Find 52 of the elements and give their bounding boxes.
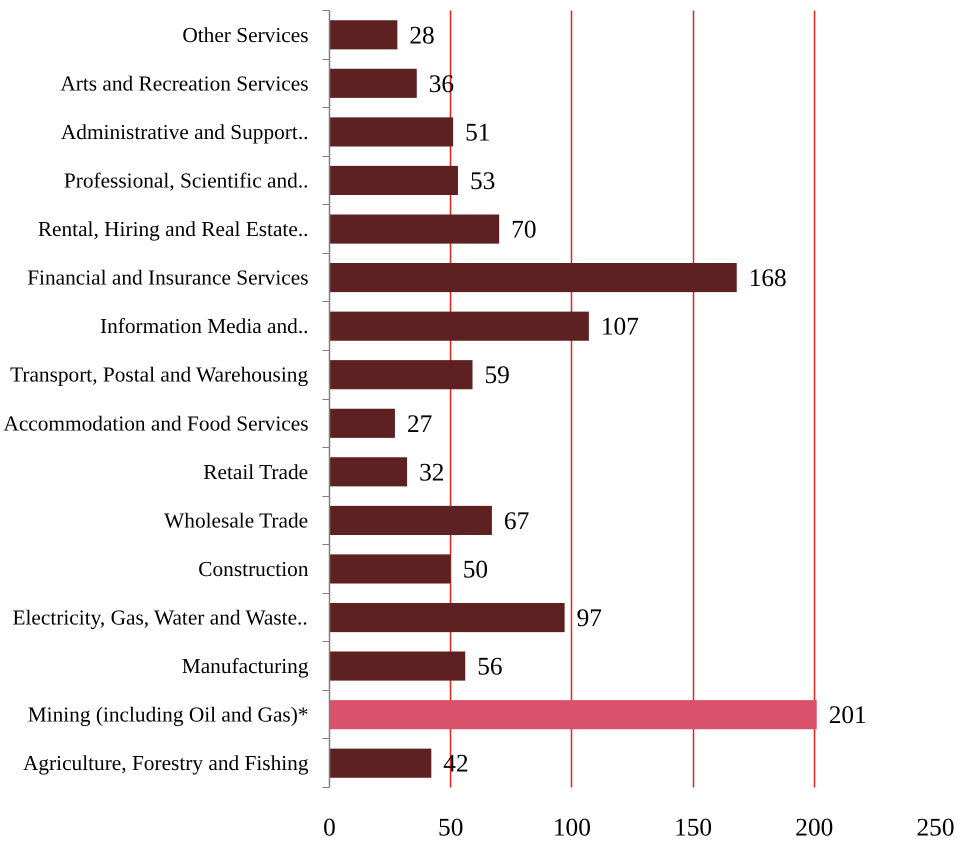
x-tick-label: 50	[438, 814, 464, 842]
data-label: 28	[409, 21, 435, 50]
data-label: 56	[477, 652, 503, 681]
data-label: 27	[406, 410, 432, 438]
y-tick-label: Arts and Recreation Services	[60, 71, 309, 96]
y-tick-label: Wholesale Trade	[164, 508, 308, 532]
bar	[330, 263, 737, 292]
bar	[330, 68, 417, 98]
data-label: 70	[511, 216, 537, 244]
bar	[330, 117, 454, 146]
bar	[330, 457, 408, 486]
y-tick-label: Rental, Hiring and Real Estate..	[38, 217, 309, 242]
y-tick-label: Agriculture, Forestry and Fishing	[22, 751, 309, 776]
data-label: 67	[504, 506, 530, 535]
y-tick-label: Manufacturing	[182, 654, 309, 678]
bar	[330, 700, 817, 730]
bar	[330, 360, 473, 390]
y-tick-label: Mining (including Oil and Gas)*	[28, 702, 309, 727]
y-tick-label: Transport, Postal and Warehousing	[10, 362, 308, 387]
bar	[330, 506, 492, 535]
data-label: 50	[462, 555, 488, 584]
data-label: 201	[828, 701, 867, 730]
x-tick-label: 100	[552, 814, 591, 842]
y-tick-label: Financial and Insurance Services	[27, 266, 309, 290]
x-tick-label: 150	[674, 814, 712, 842]
y-tick-label: Retail Trade	[203, 460, 308, 484]
data-label: 32	[419, 458, 444, 486]
bar	[330, 602, 565, 632]
bar	[330, 408, 395, 438]
x-tick-label: 250	[916, 814, 955, 842]
bar	[330, 554, 451, 584]
y-tick-label: Other Services	[182, 22, 309, 47]
bar	[330, 214, 500, 244]
data-label: 107	[600, 312, 639, 341]
bar	[330, 652, 466, 681]
y-tick-label: Electricity, Gas, Water and Waste..	[12, 606, 308, 630]
bar	[330, 748, 432, 778]
y-tick-label: Accommodation and Food Services	[3, 411, 309, 436]
data-label: 59	[484, 361, 510, 390]
x-tick-label: 200	[795, 814, 834, 842]
data-label: 53	[470, 166, 496, 195]
y-tick-label: Construction	[198, 556, 309, 581]
bar	[330, 20, 398, 50]
y-tick-label: Professional, Scientific and..	[64, 168, 309, 192]
bar	[330, 312, 589, 341]
x-tick-label: 0	[323, 814, 336, 842]
y-tick-label: Administrative and Support..	[60, 120, 309, 144]
bar	[330, 166, 458, 196]
data-label: 97	[576, 604, 602, 632]
y-tick-label: Information Media and..	[100, 314, 309, 338]
data-label: 168	[748, 264, 787, 292]
data-label: 51	[465, 118, 490, 146]
